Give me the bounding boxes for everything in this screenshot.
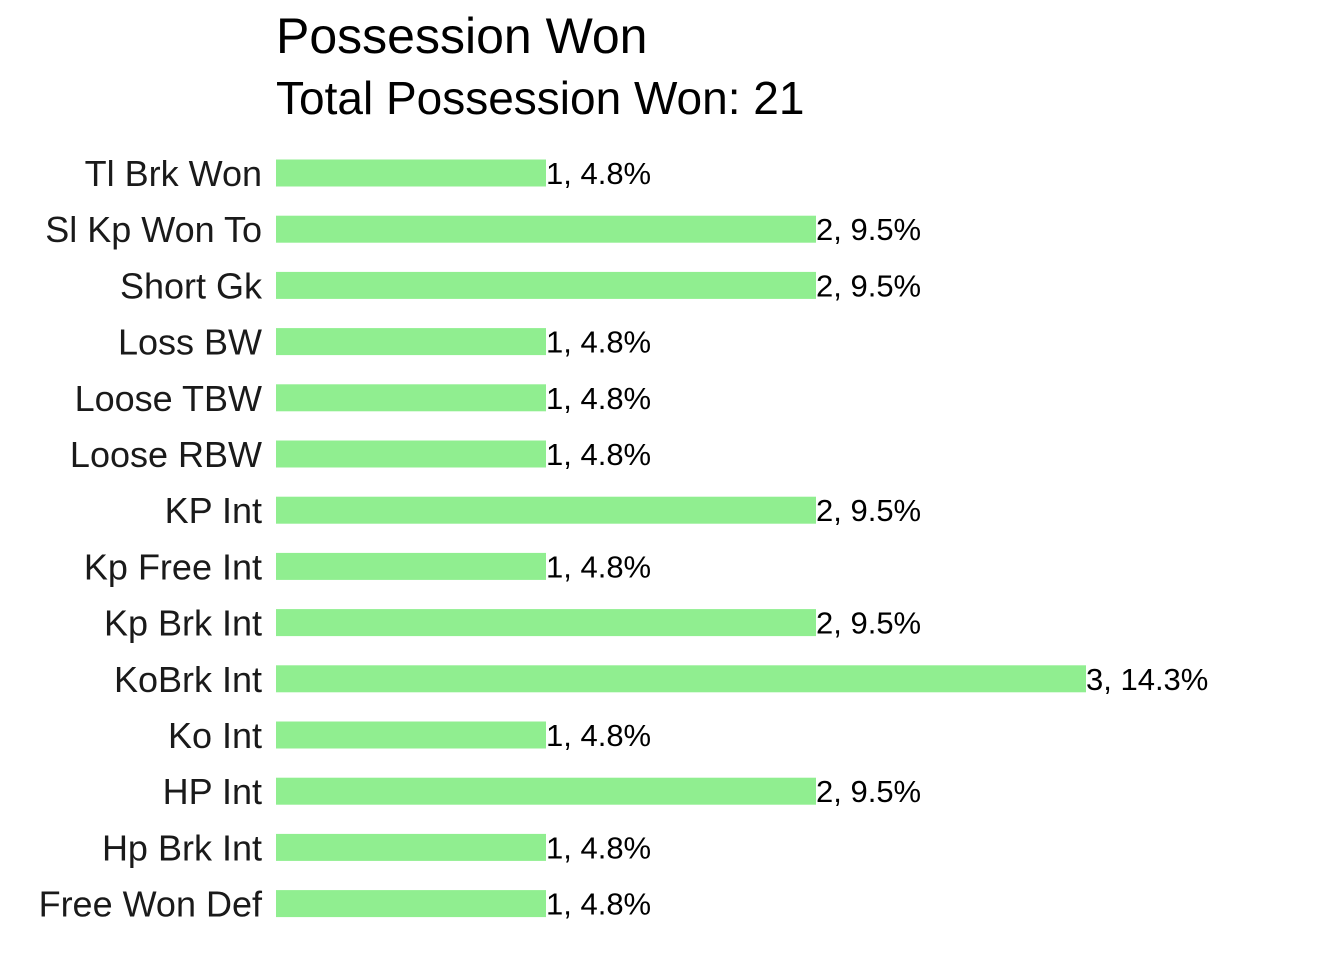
category-label: Ko Int <box>168 715 262 756</box>
bar <box>276 159 546 187</box>
bar <box>276 215 816 243</box>
data-label: 2, 9.5% <box>816 268 921 303</box>
category-label: KoBrk Int <box>114 659 262 700</box>
bar <box>276 328 546 356</box>
chart-title: Possession Won <box>276 8 648 64</box>
category-label: Kp Free Int <box>84 546 262 587</box>
data-label: 2, 9.5% <box>816 212 921 247</box>
bar <box>276 271 816 299</box>
bar <box>276 609 816 637</box>
chart-subtitle: Total Possession Won: 21 <box>276 72 805 124</box>
category-label: Loose RBW <box>70 434 262 475</box>
data-label: 1, 4.8% <box>546 718 651 753</box>
data-label: 2, 9.5% <box>816 774 921 809</box>
category-label: Sl Kp Won To <box>45 209 262 250</box>
category-label: KP Int <box>165 490 262 531</box>
bar <box>276 496 816 524</box>
data-label: 1, 4.8% <box>546 381 651 416</box>
data-label: 1, 4.8% <box>546 156 651 191</box>
bar <box>276 833 546 861</box>
category-label: Hp Brk Int <box>102 827 262 868</box>
data-label: 2, 9.5% <box>816 606 921 641</box>
bar <box>276 384 546 412</box>
bar <box>276 552 546 580</box>
category-label: Free Won Def <box>39 884 263 925</box>
bar <box>276 721 546 749</box>
data-label: 1, 4.8% <box>546 437 651 472</box>
category-label: Tl Brk Won <box>85 153 262 194</box>
bar <box>276 777 816 805</box>
bar <box>276 890 546 918</box>
category-label: Loose TBW <box>75 378 262 419</box>
category-label: Short Gk <box>120 265 263 306</box>
data-label: 2, 9.5% <box>816 493 921 528</box>
bar <box>276 665 1086 693</box>
data-label: 1, 4.8% <box>546 549 651 584</box>
category-label: HP Int <box>163 771 262 812</box>
category-label: Loss BW <box>118 322 262 363</box>
data-label: 1, 4.8% <box>546 325 651 360</box>
data-label: 3, 14.3% <box>1086 662 1208 697</box>
data-label: 1, 4.8% <box>546 887 651 922</box>
data-label: 1, 4.8% <box>546 830 651 865</box>
category-label: Kp Brk Int <box>104 603 262 644</box>
bar <box>276 440 546 468</box>
